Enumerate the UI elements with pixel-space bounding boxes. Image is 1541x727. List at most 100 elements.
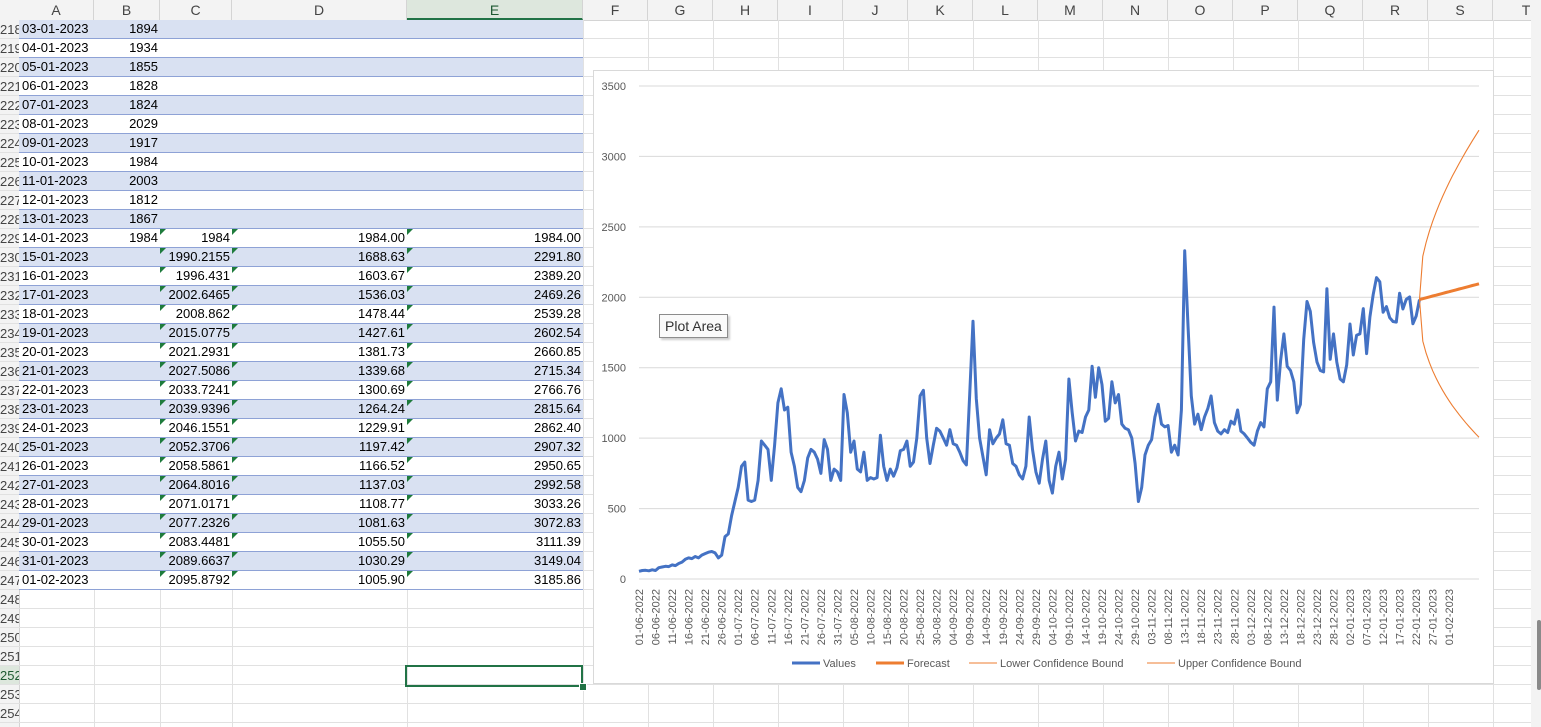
row-header[interactable]: 226 [0, 174, 20, 191]
cell-lower-bound[interactable]: 1081.63 [358, 515, 405, 530]
cell-date[interactable]: 30-01-2023 [22, 534, 89, 549]
cell-lower-bound[interactable] [232, 115, 407, 133]
cell-date[interactable]: 29-01-2023 [22, 515, 89, 530]
row-header[interactable]: 221 [0, 79, 20, 96]
cell-forecast[interactable]: 2071.0171 [168, 496, 230, 511]
cell-forecast[interactable] [160, 115, 232, 133]
cell-date[interactable]: 11-01-2023 [22, 173, 88, 188]
cell-value[interactable] [94, 400, 160, 418]
cell-date[interactable]: 17-01-2023 [22, 287, 89, 302]
cell-value[interactable] [94, 381, 160, 399]
cell-upper-bound[interactable]: 3111.39 [535, 534, 581, 549]
series-line-values[interactable] [638, 249, 1421, 573]
cell-lower-bound[interactable]: 1264.24 [358, 401, 405, 416]
column-header-d[interactable]: D [232, 0, 407, 20]
cell-date[interactable]: 04-01-2023 [22, 40, 89, 55]
cell-upper-bound[interactable] [407, 115, 583, 133]
cell-forecast[interactable]: 2095.8792 [168, 572, 230, 587]
cell-forecast[interactable]: 2083.4481 [168, 534, 230, 549]
cell-date[interactable]: 23-01-2023 [22, 401, 89, 416]
row-header[interactable]: 250 [0, 630, 20, 647]
cell-lower-bound[interactable]: 1030.29 [358, 553, 405, 568]
row-header[interactable]: 229 [0, 231, 20, 248]
cell-lower-bound[interactable] [232, 77, 407, 95]
cell-date[interactable]: 12-01-2023 [22, 192, 89, 207]
cell-forecast[interactable]: 2052.3706 [168, 439, 230, 454]
cell-forecast[interactable]: 1996.431 [175, 268, 230, 283]
cell-forecast[interactable] [160, 134, 232, 152]
row-header[interactable]: 245 [0, 535, 20, 552]
cell-date[interactable]: 05-01-2023 [22, 59, 89, 74]
cell-date[interactable]: 07-01-2023 [22, 97, 89, 112]
row-header[interactable]: 224 [0, 136, 20, 153]
cell-lower-bound[interactable]: 1055.50 [358, 534, 405, 549]
cell-date[interactable]: 26-01-2023 [22, 458, 89, 473]
cell-forecast[interactable]: 2008.862 [175, 306, 230, 321]
cell-date[interactable]: 25-01-2023 [22, 439, 89, 454]
cell-lower-bound[interactable]: 1339.68 [358, 363, 405, 378]
row-header[interactable]: 252 [0, 666, 20, 685]
cell-value[interactable]: 2029 [129, 116, 158, 131]
row-header[interactable]: 230 [0, 250, 20, 267]
cell-lower-bound[interactable]: 1166.52 [358, 458, 405, 473]
cell-upper-bound[interactable]: 2907.32 [534, 439, 581, 454]
cell-upper-bound[interactable] [407, 153, 583, 171]
row-header[interactable]: 220 [0, 60, 20, 77]
cell-value[interactable]: 1984 [129, 154, 158, 169]
cell-forecast[interactable] [160, 191, 232, 209]
row-header[interactable]: 225 [0, 155, 20, 172]
cell-value[interactable] [94, 514, 160, 532]
row-header[interactable]: 244 [0, 516, 20, 533]
row-header[interactable]: 246 [0, 554, 20, 571]
cell-lower-bound[interactable]: 1137.03 [358, 477, 405, 492]
cell-lower-bound[interactable] [232, 58, 407, 76]
series-line-forecast[interactable] [1419, 282, 1480, 301]
row-header[interactable]: 223 [0, 117, 20, 134]
row-header[interactable]: 228 [0, 212, 20, 229]
cell-upper-bound[interactable]: 3185.86 [534, 572, 581, 587]
cell-upper-bound[interactable] [407, 134, 583, 152]
cell-forecast[interactable] [160, 96, 232, 114]
row-header[interactable]: 238 [0, 402, 20, 419]
cell-forecast[interactable] [160, 210, 232, 228]
cell-forecast[interactable]: 2046.1551 [168, 420, 230, 435]
row-header[interactable]: 249 [0, 611, 20, 628]
cell-value[interactable] [94, 305, 160, 323]
column-header-i[interactable]: I [778, 0, 843, 20]
column-header-k[interactable]: K [908, 0, 973, 20]
row-header[interactable]: 239 [0, 421, 20, 438]
cell-lower-bound[interactable]: 1984.00 [358, 230, 405, 245]
cell-upper-bound[interactable]: 2660.85 [534, 344, 581, 359]
cell-upper-bound[interactable] [407, 96, 583, 114]
fill-handle[interactable] [579, 683, 587, 691]
row-header[interactable]: 218 [0, 22, 20, 39]
column-header-l[interactable]: L [973, 0, 1038, 20]
series-line-lower-confidence-bound[interactable] [1418, 299, 1480, 438]
cell-upper-bound[interactable]: 1984.00 [534, 230, 581, 245]
cell-upper-bound[interactable]: 2539.28 [534, 306, 581, 321]
row-header[interactable]: 236 [0, 364, 20, 381]
column-header-p[interactable]: P [1233, 0, 1298, 20]
cell-value[interactable] [94, 419, 160, 437]
column-header-t[interactable]: T [1493, 0, 1541, 20]
cell-date[interactable]: 16-01-2023 [22, 268, 89, 283]
cell-date[interactable]: 24-01-2023 [22, 420, 89, 435]
cell-value[interactable] [94, 362, 160, 380]
cell-forecast[interactable]: 1990.2155 [168, 249, 230, 264]
column-header-a[interactable]: A [19, 0, 94, 20]
cell-lower-bound[interactable] [232, 191, 407, 209]
column-header-m[interactable]: M [1038, 0, 1103, 20]
cell-lower-bound[interactable] [232, 172, 407, 190]
cell-date[interactable]: 18-01-2023 [22, 306, 89, 321]
cell-lower-bound[interactable] [232, 20, 407, 38]
cell-lower-bound[interactable] [232, 39, 407, 57]
cell-date[interactable]: 21-01-2023 [22, 363, 89, 378]
row-header[interactable]: 233 [0, 307, 20, 324]
column-header-j[interactable]: J [843, 0, 908, 20]
column-header-r[interactable]: R [1363, 0, 1428, 20]
row-header[interactable]: 235 [0, 345, 20, 362]
cell-upper-bound[interactable]: 2950.65 [534, 458, 581, 473]
row-header[interactable]: 254 [0, 706, 20, 723]
row-header[interactable]: 253 [0, 687, 20, 704]
cell-forecast[interactable] [160, 153, 232, 171]
